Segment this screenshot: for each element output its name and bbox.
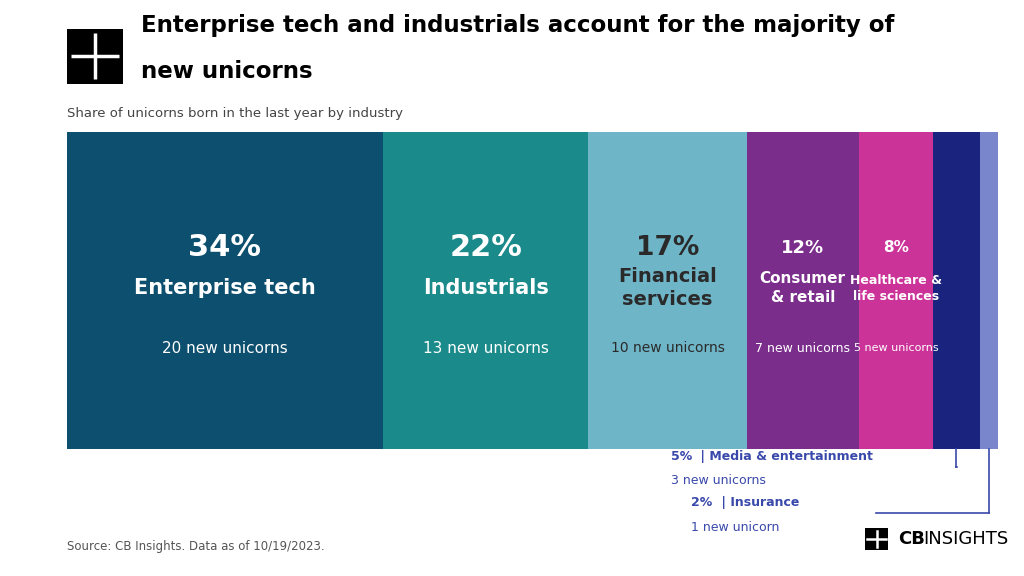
Text: Share of unicorns born in the last year by industry: Share of unicorns born in the last year …	[67, 107, 402, 120]
Bar	[67, 29, 123, 84]
Bar	[980, 132, 998, 449]
Text: INSIGHTS: INSIGHTS	[924, 530, 1009, 548]
Text: new unicorns: new unicorns	[141, 60, 313, 84]
Text: Source: CB Insights. Data as of 10/19/2023.: Source: CB Insights. Data as of 10/19/20…	[67, 540, 325, 553]
Text: 5%: 5%	[671, 450, 692, 463]
Text: 5 new unicorns: 5 new unicorns	[854, 343, 938, 354]
Text: Financial
services: Financial services	[618, 267, 717, 309]
Bar	[589, 132, 746, 449]
Text: 1 new unicorn: 1 new unicorn	[691, 521, 779, 533]
Text: 22%: 22%	[450, 233, 522, 262]
Text: Consumer
& retail: Consumer & retail	[760, 271, 846, 305]
Bar	[383, 132, 589, 449]
Text: Enterprise tech: Enterprise tech	[134, 278, 315, 298]
Text: 10 new unicorns: 10 new unicorns	[610, 342, 725, 355]
Text: 2%: 2%	[691, 497, 713, 509]
Bar	[933, 132, 980, 449]
Text: 7 new unicorns: 7 new unicorns	[756, 342, 850, 355]
Text: | Insurance: | Insurance	[717, 497, 799, 509]
Bar	[746, 132, 858, 449]
Text: 8%: 8%	[883, 240, 909, 255]
Bar	[67, 132, 383, 449]
Text: Enterprise tech and industrials account for the majority of: Enterprise tech and industrials account …	[141, 14, 895, 37]
Text: Healthcare &
life sciences: Healthcare & life sciences	[850, 274, 942, 302]
Bar	[858, 132, 933, 449]
Text: 20 new unicorns: 20 new unicorns	[162, 341, 288, 356]
Text: Industrials: Industrials	[423, 278, 549, 298]
Bar	[865, 528, 888, 550]
Text: 12%: 12%	[781, 238, 824, 257]
Text: CB: CB	[898, 530, 925, 548]
Text: 13 new unicorns: 13 new unicorns	[423, 341, 549, 356]
Text: 17%: 17%	[636, 234, 699, 261]
Text: 3 new unicorns: 3 new unicorns	[671, 475, 766, 487]
Text: 34%: 34%	[188, 233, 261, 262]
Text: | Media & entertainment: | Media & entertainment	[696, 450, 873, 463]
